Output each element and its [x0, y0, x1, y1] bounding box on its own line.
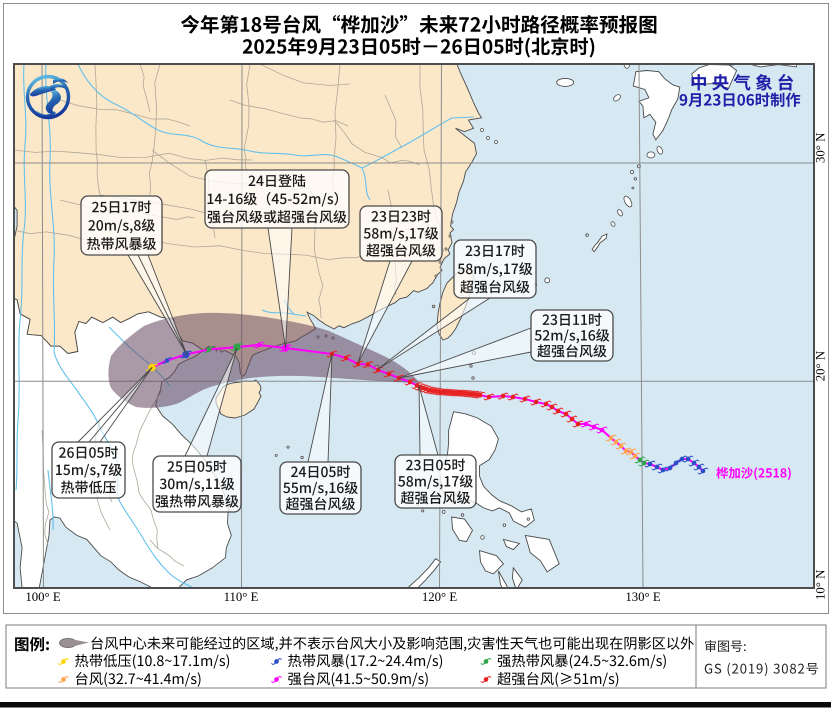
svg-text:130° E: 130° E	[625, 590, 661, 604]
svg-text:10° N: 10° N	[814, 570, 828, 600]
svg-text:100° E: 100° E	[25, 590, 61, 604]
svg-text:120° E: 120° E	[422, 590, 458, 604]
svg-text:110° E: 110° E	[224, 590, 259, 604]
svg-text:20° N: 20° N	[814, 351, 828, 381]
svg-text:30° N: 30° N	[814, 133, 828, 163]
